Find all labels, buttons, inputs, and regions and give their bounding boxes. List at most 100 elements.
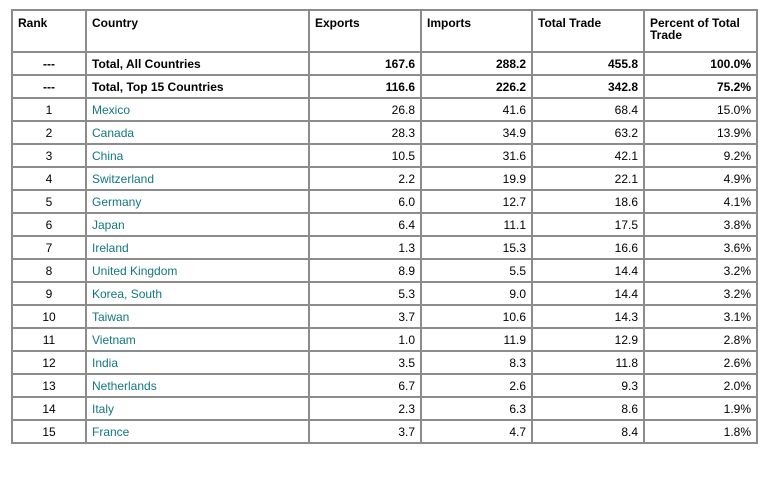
country-link[interactable]: Vietnam (92, 332, 136, 347)
table-row: 8 United Kingdom 8.9 5.5 14.4 3.2% (11, 258, 758, 283)
imports-cell: 31.6 (420, 143, 533, 168)
imports-cell: 10.6 (420, 304, 533, 329)
total-trade-cell: 18.6 (531, 189, 645, 214)
exports-cell: 28.3 (308, 120, 422, 145)
rank-cell: 1 (11, 97, 87, 122)
imports-cell: 4.7 (420, 419, 533, 444)
imports-cell: 5.5 (420, 258, 533, 283)
header-row: Rank Country Exports Imports Total Trade… (11, 9, 758, 53)
header-country: Country (85, 9, 310, 53)
country-cell: Mexico (85, 97, 310, 122)
total-trade-cell: 342.8 (531, 74, 645, 99)
imports-cell: 8.3 (420, 350, 533, 375)
country-cell: Total, Top 15 Countries (85, 74, 310, 99)
exports-cell: 3.7 (308, 304, 422, 329)
table-row: 12 India 3.5 8.3 11.8 2.6% (11, 350, 758, 375)
exports-cell: 6.4 (308, 212, 422, 237)
imports-cell: 9.0 (420, 281, 533, 306)
country-link[interactable]: India (92, 355, 119, 370)
exports-cell: 26.8 (308, 97, 422, 122)
total-trade-cell: 42.1 (531, 143, 645, 168)
percent-cell: 2.0% (643, 373, 758, 398)
percent-cell: 1.9% (643, 396, 758, 421)
rank-cell: 3 (11, 143, 87, 168)
total-trade-cell: 8.4 (531, 419, 645, 444)
table-row: 13 Netherlands 6.7 2.6 9.3 2.0% (11, 373, 758, 398)
rank-cell: 4 (11, 166, 87, 191)
country-cell: Ireland (85, 235, 310, 260)
table-row: 3 China 10.5 31.6 42.1 9.2% (11, 143, 758, 168)
total-trade-cell: 9.3 (531, 373, 645, 398)
total-trade-cell: 455.8 (531, 51, 645, 76)
total-trade-cell: 17.5 (531, 212, 645, 237)
rank-cell: 10 (11, 304, 87, 329)
percent-cell: 9.2% (643, 143, 758, 168)
percent-cell: 75.2% (643, 74, 758, 99)
country-cell: China (85, 143, 310, 168)
percent-cell: 2.6% (643, 350, 758, 375)
table-row: 2 Canada 28.3 34.9 63.2 13.9% (11, 120, 758, 145)
percent-cell: 4.9% (643, 166, 758, 191)
total-trade-cell: 22.1 (531, 166, 645, 191)
country-link[interactable]: Japan (92, 217, 125, 232)
imports-cell: 2.6 (420, 373, 533, 398)
country-link[interactable]: China (92, 148, 124, 163)
table-row: 10 Taiwan 3.7 10.6 14.3 3.1% (11, 304, 758, 329)
imports-cell: 41.6 (420, 97, 533, 122)
imports-cell: 12.7 (420, 189, 533, 214)
percent-cell: 3.8% (643, 212, 758, 237)
country-link[interactable]: Taiwan (92, 309, 130, 324)
rank-cell: 8 (11, 258, 87, 283)
header-imports: Imports (420, 9, 533, 53)
country-link[interactable]: Switzerland (92, 171, 155, 186)
country-link[interactable]: France (92, 424, 130, 439)
country-link[interactable]: Germany (92, 194, 142, 209)
table-row: 5 Germany 6.0 12.7 18.6 4.1% (11, 189, 758, 214)
country-cell: Vietnam (85, 327, 310, 352)
exports-cell: 2.2 (308, 166, 422, 191)
percent-cell: 100.0% (643, 51, 758, 76)
table-row: 7 Ireland 1.3 15.3 16.6 3.6% (11, 235, 758, 260)
total-trade-cell: 63.2 (531, 120, 645, 145)
rank-cell: 15 (11, 419, 87, 444)
imports-cell: 11.9 (420, 327, 533, 352)
trade-partners-table: Rank Country Exports Imports Total Trade… (11, 9, 758, 444)
total-trade-cell: 14.4 (531, 281, 645, 306)
rank-cell: 11 (11, 327, 87, 352)
total-row: --- Total, Top 15 Countries 116.6 226.2 342.… (11, 74, 758, 99)
table-row: 15 France 3.7 4.7 8.4 1.8% (11, 419, 758, 444)
country-link[interactable]: United Kingdom (92, 263, 178, 278)
table-row: 9 Korea, South 5.3 9.0 14.4 3.2% (11, 281, 758, 306)
country-cell: Switzerland (85, 166, 310, 191)
total-trade-cell: 11.8 (531, 350, 645, 375)
country-cell: France (85, 419, 310, 444)
exports-cell: 10.5 (308, 143, 422, 168)
imports-cell: 34.9 (420, 120, 533, 145)
imports-cell: 288.2 (420, 51, 533, 76)
country-link[interactable]: Netherlands (92, 378, 157, 393)
table-row: 14 Italy 2.3 6.3 8.6 1.9% (11, 396, 758, 421)
total-trade-cell: 14.3 (531, 304, 645, 329)
country-link[interactable]: Canada (92, 125, 135, 140)
exports-cell: 6.0 (308, 189, 422, 214)
table-row: 1 Mexico 26.8 41.6 68.4 15.0% (11, 97, 758, 122)
total-row: --- Total, All Countries 167.6 288.2 455.8 10… (11, 51, 758, 76)
country-cell: Germany (85, 189, 310, 214)
header-total-trade: Total Trade (531, 9, 645, 53)
rank-cell: 6 (11, 212, 87, 237)
country-link[interactable]: Mexico (92, 102, 131, 117)
exports-cell: 5.3 (308, 281, 422, 306)
country-link[interactable]: Korea, South (92, 286, 163, 301)
percent-cell: 3.2% (643, 258, 758, 283)
country-cell: Japan (85, 212, 310, 237)
country-cell: Netherlands (85, 373, 310, 398)
table-row: 6 Japan 6.4 11.1 17.5 3.8% (11, 212, 758, 237)
country-link[interactable]: Ireland (92, 240, 129, 255)
table-header: Rank Country Exports Imports Total Trade… (11, 9, 758, 53)
total-trade-cell: 8.6 (531, 396, 645, 421)
rank-cell: 5 (11, 189, 87, 214)
country-link[interactable]: Italy (92, 401, 115, 416)
country-cell: Taiwan (85, 304, 310, 329)
total-trade-cell: 16.6 (531, 235, 645, 260)
exports-cell: 116.6 (308, 74, 422, 99)
